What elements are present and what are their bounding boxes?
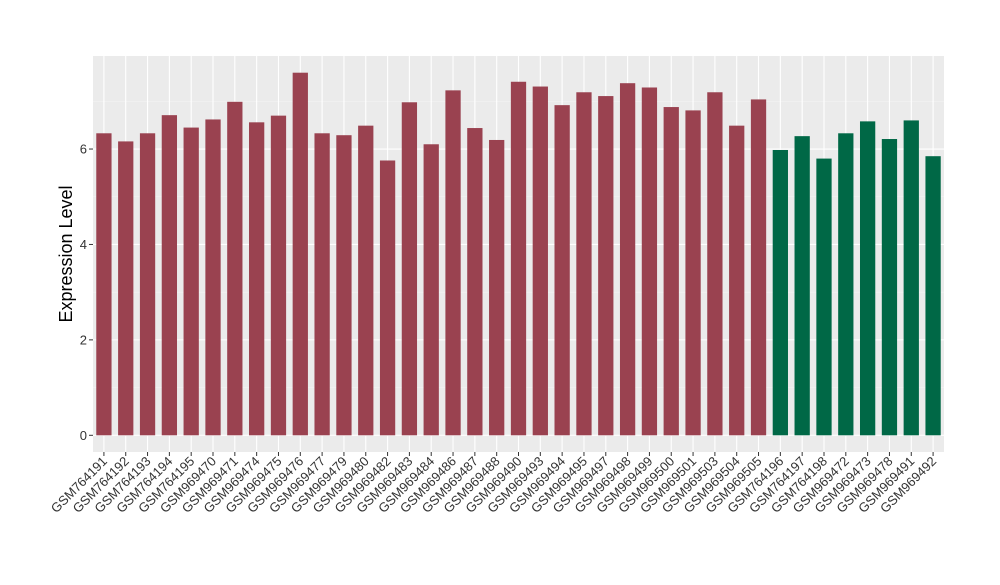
bar-GSM969500 [663,107,679,436]
bar-GSM969480 [358,125,374,436]
bar-GSM764196 [772,149,788,436]
bar-GSM969495 [576,92,592,436]
bar-GSM969477 [314,133,330,436]
bar-GSM764197 [794,136,810,436]
bar-GSM969473 [859,121,876,436]
bar-GSM969503 [707,92,723,436]
bar-GSM969493 [532,86,548,436]
bar-GSM764195 [183,127,199,436]
bar-GSM764192 [118,141,134,436]
bar-GSM969471 [227,101,243,436]
bar-GSM969505 [750,99,767,436]
x-axis: GSM764191GSM764192GSM764193GSM764194GSM7… [48,452,939,516]
bar-GSM969492 [925,156,941,436]
bar-GSM969486 [445,90,461,436]
y-tick-label: 0 [80,428,87,443]
bar-GSM969484 [423,144,439,436]
bar-GSM969498 [619,83,636,436]
y-axis-title: Expression Level [56,185,76,322]
bar-GSM969488 [489,139,505,436]
bar-GSM764194 [161,115,178,436]
bar-GSM969482 [379,160,396,436]
bar-GSM764193 [139,133,156,436]
y-tick-label: 6 [80,142,87,157]
bar-GSM969470 [205,119,221,436]
bars [96,72,941,436]
bar-GSM969483 [401,102,418,436]
bar-GSM969474 [249,122,265,436]
bar-GSM969472 [838,133,854,436]
bar-GSM969497 [598,96,614,436]
y-axis: 0 2 4 6 [80,142,93,443]
bar-GSM969478 [881,139,898,436]
bar-GSM969479 [336,135,352,436]
bar-GSM969501 [685,110,701,436]
bar-GSM969490 [510,81,527,436]
bar-GSM969499 [641,87,658,436]
y-tick-label: 4 [80,237,87,252]
bar-GSM969475 [270,115,287,436]
bar-GSM764191 [96,133,112,436]
bar-GSM969476 [292,72,308,436]
bar-GSM969494 [554,105,570,436]
bar-GSM764198 [816,158,832,436]
y-tick-label: 2 [80,332,87,347]
bar-GSM969491 [903,120,919,436]
bar-GSM969487 [467,128,483,436]
bar-GSM969504 [729,125,745,436]
